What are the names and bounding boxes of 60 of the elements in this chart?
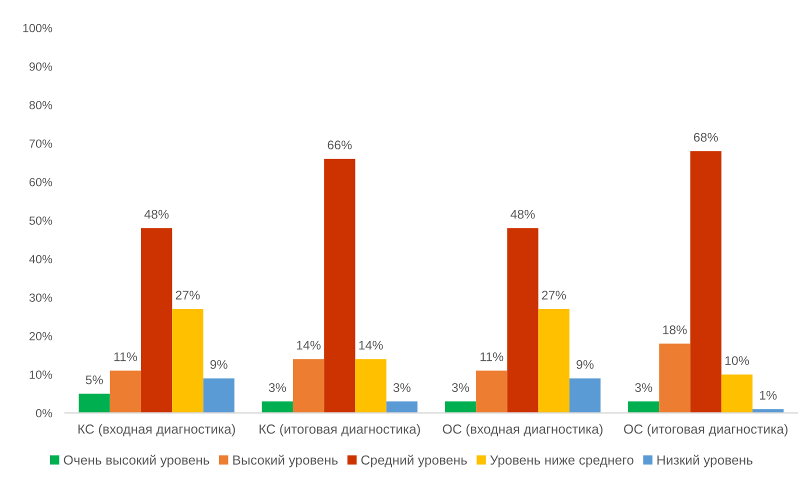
bar xyxy=(628,401,660,413)
data-label: 11% xyxy=(114,352,138,362)
data-label: 3% xyxy=(268,383,286,392)
data-label: 48% xyxy=(510,210,535,219)
bar xyxy=(203,378,234,413)
data-label: 48% xyxy=(144,210,169,219)
bar xyxy=(110,370,142,413)
y-tick-label: 40% xyxy=(29,254,52,264)
bar xyxy=(292,359,324,413)
y-tick-label: 50% xyxy=(29,216,52,225)
y-tick-label: 30% xyxy=(29,293,52,302)
bar xyxy=(721,374,753,413)
y-tick-label: 10% xyxy=(30,370,52,379)
data-label: 18% xyxy=(663,325,687,334)
data-label: 3% xyxy=(393,383,411,392)
bar xyxy=(141,228,172,413)
bar xyxy=(752,409,784,413)
legend-label: Уровень ниже среднего xyxy=(490,455,634,468)
bar xyxy=(507,228,538,413)
data-label: 14% xyxy=(296,340,321,350)
data-label: 9% xyxy=(210,360,228,369)
bar xyxy=(262,401,293,413)
legend-label: Низкий уровень xyxy=(657,454,752,468)
data-label: 27% xyxy=(542,290,566,300)
data-label: 14% xyxy=(359,340,383,350)
bar xyxy=(690,151,722,413)
y-tick-label: 100% xyxy=(23,24,52,32)
y-tick-label: 20% xyxy=(30,332,52,340)
x-tick-label: ОС (итоговая диагностика) xyxy=(624,424,788,436)
bar xyxy=(538,309,570,413)
data-label: 9% xyxy=(576,360,594,369)
legend-label: Очень высокий уровень xyxy=(64,454,210,468)
x-tick-label: КС (входная диагностика) xyxy=(78,424,235,436)
data-label: 10% xyxy=(725,356,750,366)
y-tick-label: 70% xyxy=(30,139,52,148)
bar xyxy=(569,378,601,413)
y-tick-label: 80% xyxy=(29,100,52,110)
y-tick-label: 60% xyxy=(30,178,52,186)
x-tick-label: КС (итоговая диагностика) xyxy=(260,424,420,436)
data-label: 27% xyxy=(176,290,200,300)
x-tick-label: ОС (входная диагностика) xyxy=(442,424,603,436)
bar xyxy=(78,394,110,413)
bar xyxy=(355,359,386,413)
y-tick-label: 90% xyxy=(29,62,52,71)
data-label: 5% xyxy=(86,376,103,384)
bar xyxy=(386,401,418,413)
bar xyxy=(659,344,690,413)
data-label: 68% xyxy=(694,132,718,142)
bar xyxy=(444,401,476,413)
y-tick-label: 0% xyxy=(36,409,52,418)
bar xyxy=(172,309,204,413)
data-label: 1% xyxy=(760,390,777,400)
data-label: 66% xyxy=(328,140,352,150)
bar xyxy=(324,158,356,413)
data-label: 11% xyxy=(480,352,504,362)
bar xyxy=(476,370,508,413)
data-label: 3% xyxy=(635,383,652,392)
legend-label: Средний уровень xyxy=(361,454,467,468)
data-label: 3% xyxy=(452,383,470,392)
legend-label: Высокий уровень xyxy=(233,454,338,468)
